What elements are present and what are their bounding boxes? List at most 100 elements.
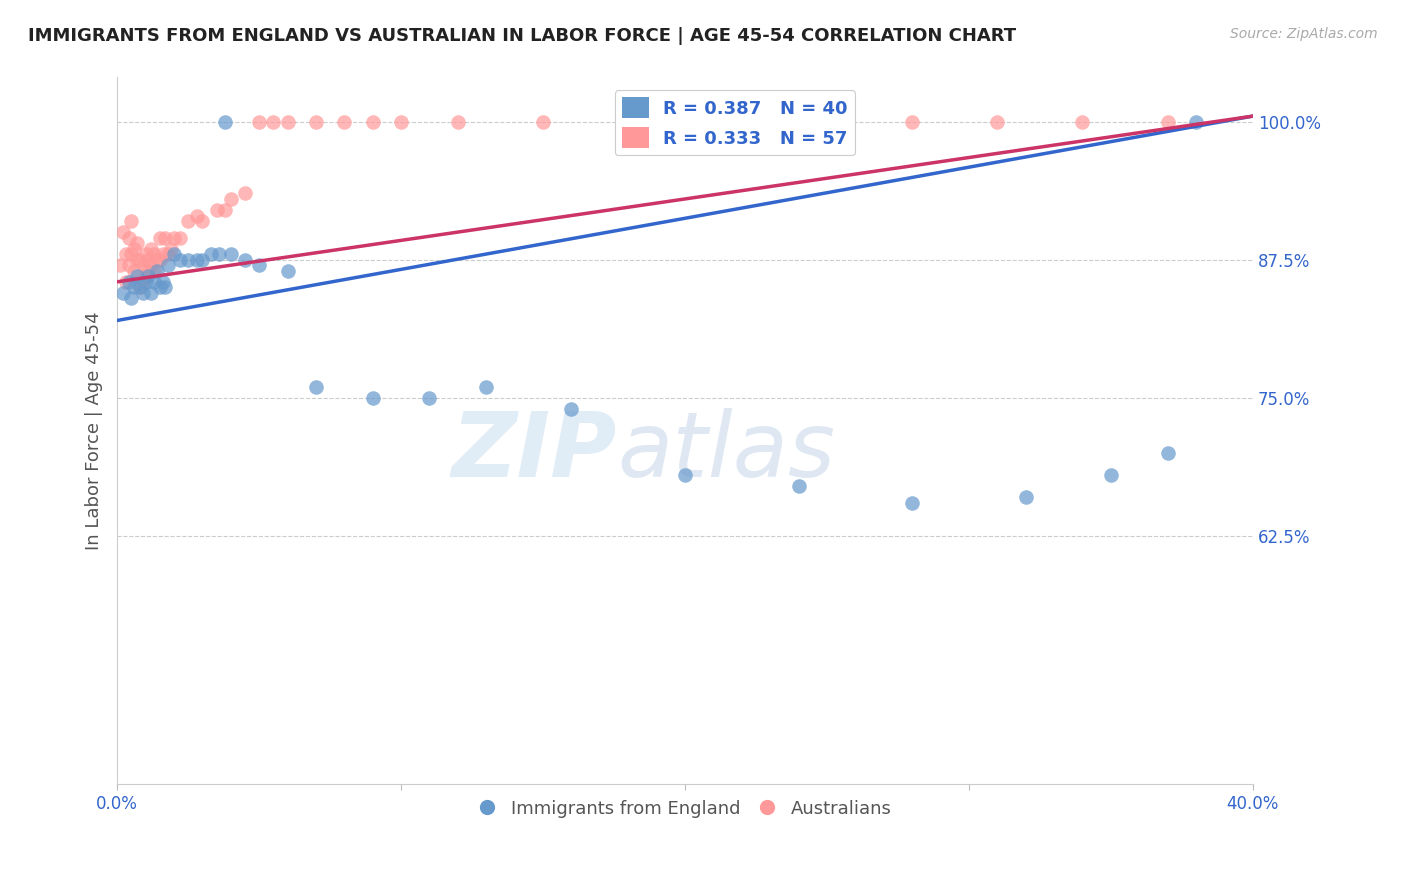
Point <box>152 247 174 261</box>
Point <box>157 247 180 261</box>
Point <box>1185 114 1208 128</box>
Text: Source: ZipAtlas.com: Source: ZipAtlas.com <box>1230 27 1378 41</box>
Point <box>200 247 222 261</box>
Point <box>815 114 838 128</box>
Point <box>117 230 139 244</box>
Point <box>361 391 384 405</box>
Point <box>163 230 186 244</box>
Point <box>177 252 200 267</box>
Point <box>152 275 174 289</box>
Point <box>114 247 136 261</box>
Text: ZIP: ZIP <box>451 409 617 496</box>
Point <box>418 391 440 405</box>
Point <box>901 496 924 510</box>
Point <box>143 264 166 278</box>
Point <box>141 258 163 272</box>
Point <box>117 275 139 289</box>
Point <box>333 114 356 128</box>
Point <box>731 114 754 128</box>
Point <box>277 264 299 278</box>
Point <box>111 225 134 239</box>
Text: atlas: atlas <box>617 409 835 496</box>
Point <box>262 114 284 128</box>
Point <box>233 186 256 201</box>
Point <box>160 242 183 256</box>
Point <box>120 292 142 306</box>
Point <box>129 280 152 294</box>
Point <box>177 214 200 228</box>
Point <box>1015 490 1038 504</box>
Point <box>163 247 186 261</box>
Point <box>146 252 169 267</box>
Point <box>120 247 142 261</box>
Point <box>132 285 155 300</box>
Point <box>143 247 166 261</box>
Point <box>132 258 155 272</box>
Point <box>129 280 152 294</box>
Legend: Immigrants from England, Australians: Immigrants from England, Australians <box>471 792 898 825</box>
Point <box>125 236 148 251</box>
Point <box>191 252 214 267</box>
Point <box>247 114 270 128</box>
Point <box>208 247 231 261</box>
Point <box>447 114 470 128</box>
Point <box>1071 114 1094 128</box>
Point <box>986 114 1008 128</box>
Point <box>149 252 172 267</box>
Point <box>475 380 498 394</box>
Point <box>233 252 256 267</box>
Point <box>138 264 160 278</box>
Point <box>219 192 242 206</box>
Point <box>135 269 157 284</box>
Point <box>169 252 191 267</box>
Point <box>111 285 134 300</box>
Point <box>205 202 228 217</box>
Point <box>560 401 582 416</box>
Point <box>305 380 328 394</box>
Point <box>277 114 299 128</box>
Point <box>108 258 131 272</box>
Point <box>129 252 152 267</box>
Point <box>138 269 160 284</box>
Point <box>673 114 696 128</box>
Point <box>138 252 160 267</box>
Point <box>361 114 384 128</box>
Point <box>155 280 177 294</box>
Point <box>186 252 208 267</box>
Y-axis label: In Labor Force | Age 45-54: In Labor Force | Age 45-54 <box>86 311 103 550</box>
Point <box>191 214 214 228</box>
Point <box>149 230 172 244</box>
Point <box>149 280 172 294</box>
Point <box>531 114 554 128</box>
Point <box>214 114 236 128</box>
Point <box>132 275 155 289</box>
Point <box>114 275 136 289</box>
Point <box>125 252 148 267</box>
Point <box>135 247 157 261</box>
Point <box>122 242 145 256</box>
Point <box>143 275 166 289</box>
Point <box>186 209 208 223</box>
Point <box>157 258 180 272</box>
Point <box>1099 468 1122 483</box>
Point <box>122 264 145 278</box>
Point <box>787 479 810 493</box>
Point <box>120 214 142 228</box>
Point <box>305 114 328 128</box>
Point <box>214 202 236 217</box>
Point <box>117 258 139 272</box>
Point <box>141 242 163 256</box>
Point <box>219 247 242 261</box>
Point <box>247 258 270 272</box>
Point <box>617 114 640 128</box>
Point <box>389 114 412 128</box>
Point <box>122 280 145 294</box>
Point <box>135 275 157 289</box>
Point <box>155 230 177 244</box>
Point <box>169 230 191 244</box>
Point <box>146 264 169 278</box>
Text: IMMIGRANTS FROM ENGLAND VS AUSTRALIAN IN LABOR FORCE | AGE 45-54 CORRELATION CHA: IMMIGRANTS FROM ENGLAND VS AUSTRALIAN IN… <box>28 27 1017 45</box>
Point <box>901 114 924 128</box>
Point <box>673 468 696 483</box>
Point <box>1156 446 1178 460</box>
